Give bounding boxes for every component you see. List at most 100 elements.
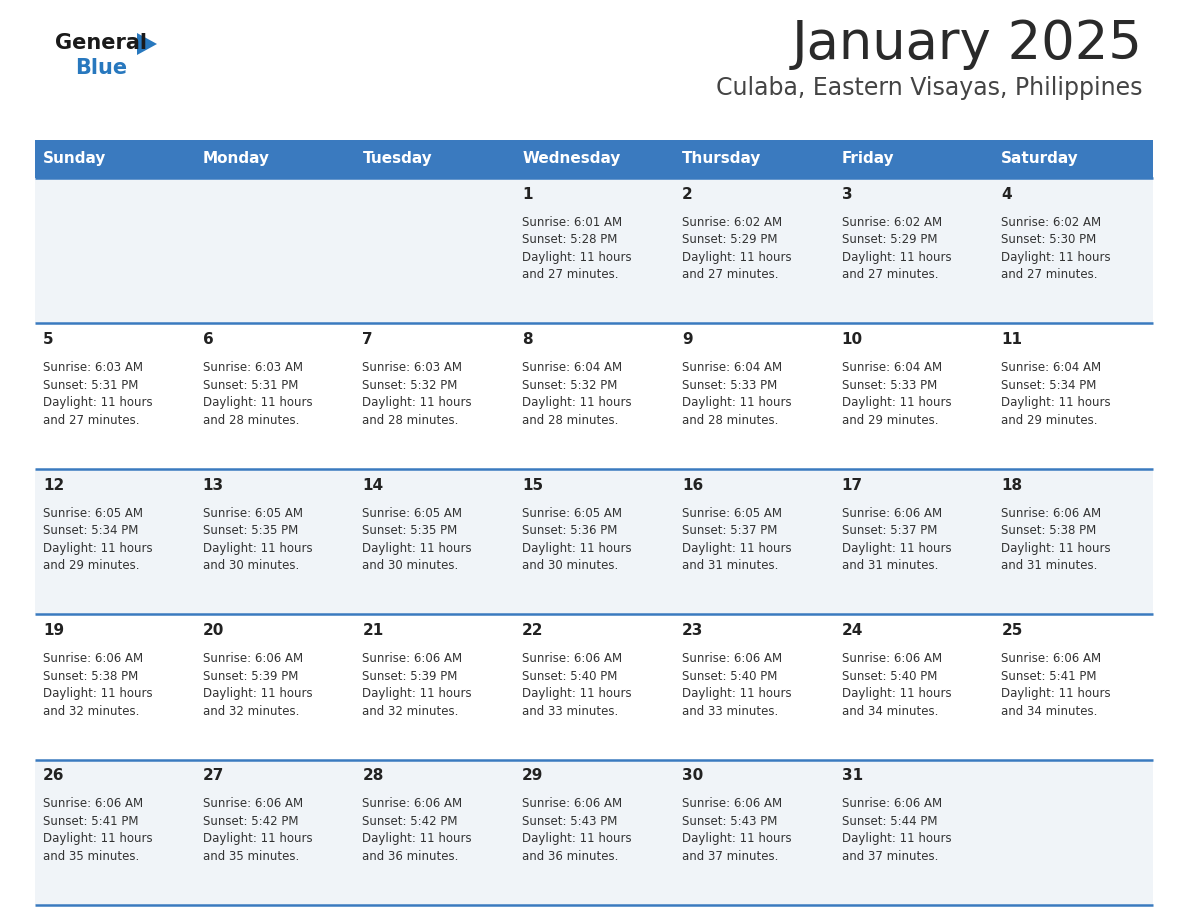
Text: 19: 19 bbox=[43, 623, 64, 638]
Text: Sunday: Sunday bbox=[43, 151, 107, 166]
Text: Sunrise: 6:01 AM
Sunset: 5:28 PM
Daylight: 11 hours
and 27 minutes.: Sunrise: 6:01 AM Sunset: 5:28 PM Dayligh… bbox=[523, 216, 632, 281]
Text: Sunrise: 6:03 AM
Sunset: 5:31 PM
Daylight: 11 hours
and 28 minutes.: Sunrise: 6:03 AM Sunset: 5:31 PM Dayligh… bbox=[203, 361, 312, 427]
Bar bbox=[674, 469, 834, 614]
Text: 2: 2 bbox=[682, 186, 693, 202]
Text: 24: 24 bbox=[841, 623, 862, 638]
Text: Sunrise: 6:06 AM
Sunset: 5:44 PM
Daylight: 11 hours
and 37 minutes.: Sunrise: 6:06 AM Sunset: 5:44 PM Dayligh… bbox=[841, 798, 952, 863]
Bar bbox=[674, 323, 834, 469]
Bar bbox=[674, 614, 834, 759]
Text: 8: 8 bbox=[523, 332, 532, 347]
Text: Sunrise: 6:04 AM
Sunset: 5:32 PM
Daylight: 11 hours
and 28 minutes.: Sunrise: 6:04 AM Sunset: 5:32 PM Dayligh… bbox=[523, 361, 632, 427]
Bar bbox=[674, 178, 834, 323]
Text: Sunrise: 6:04 AM
Sunset: 5:34 PM
Daylight: 11 hours
and 29 minutes.: Sunrise: 6:04 AM Sunset: 5:34 PM Dayligh… bbox=[1001, 361, 1111, 427]
Bar bbox=[354, 469, 514, 614]
Bar bbox=[993, 759, 1154, 905]
Text: General: General bbox=[55, 33, 147, 53]
Bar bbox=[514, 759, 674, 905]
Bar bbox=[195, 469, 354, 614]
Bar bbox=[34, 469, 195, 614]
Text: 15: 15 bbox=[523, 477, 543, 493]
Text: 30: 30 bbox=[682, 768, 703, 783]
Bar bbox=[354, 323, 514, 469]
Text: Sunrise: 6:06 AM
Sunset: 5:41 PM
Daylight: 11 hours
and 35 minutes.: Sunrise: 6:06 AM Sunset: 5:41 PM Dayligh… bbox=[43, 798, 152, 863]
Text: Sunrise: 6:04 AM
Sunset: 5:33 PM
Daylight: 11 hours
and 28 minutes.: Sunrise: 6:04 AM Sunset: 5:33 PM Dayligh… bbox=[682, 361, 791, 427]
Text: Sunrise: 6:06 AM
Sunset: 5:40 PM
Daylight: 11 hours
and 34 minutes.: Sunrise: 6:06 AM Sunset: 5:40 PM Dayligh… bbox=[841, 652, 952, 718]
Text: 16: 16 bbox=[682, 477, 703, 493]
Text: 18: 18 bbox=[1001, 477, 1023, 493]
Text: Sunrise: 6:05 AM
Sunset: 5:35 PM
Daylight: 11 hours
and 30 minutes.: Sunrise: 6:05 AM Sunset: 5:35 PM Dayligh… bbox=[203, 507, 312, 572]
Bar bbox=[514, 178, 674, 323]
Text: 12: 12 bbox=[43, 477, 64, 493]
Text: Sunrise: 6:06 AM
Sunset: 5:42 PM
Daylight: 11 hours
and 36 minutes.: Sunrise: 6:06 AM Sunset: 5:42 PM Dayligh… bbox=[362, 798, 472, 863]
Text: Sunrise: 6:02 AM
Sunset: 5:29 PM
Daylight: 11 hours
and 27 minutes.: Sunrise: 6:02 AM Sunset: 5:29 PM Dayligh… bbox=[841, 216, 952, 281]
Text: Sunrise: 6:06 AM
Sunset: 5:39 PM
Daylight: 11 hours
and 32 minutes.: Sunrise: 6:06 AM Sunset: 5:39 PM Dayligh… bbox=[362, 652, 472, 718]
Text: 27: 27 bbox=[203, 768, 225, 783]
Bar bbox=[834, 323, 993, 469]
Bar bbox=[195, 140, 354, 178]
Text: Sunrise: 6:06 AM
Sunset: 5:39 PM
Daylight: 11 hours
and 32 minutes.: Sunrise: 6:06 AM Sunset: 5:39 PM Dayligh… bbox=[203, 652, 312, 718]
Text: January 2025: January 2025 bbox=[792, 18, 1143, 70]
Bar bbox=[514, 140, 674, 178]
Bar bbox=[354, 759, 514, 905]
Text: 20: 20 bbox=[203, 623, 225, 638]
Text: Sunrise: 6:06 AM
Sunset: 5:43 PM
Daylight: 11 hours
and 36 minutes.: Sunrise: 6:06 AM Sunset: 5:43 PM Dayligh… bbox=[523, 798, 632, 863]
Text: Saturday: Saturday bbox=[1001, 151, 1079, 166]
Bar bbox=[993, 469, 1154, 614]
Bar bbox=[195, 614, 354, 759]
Bar bbox=[354, 614, 514, 759]
Text: Sunrise: 6:04 AM
Sunset: 5:33 PM
Daylight: 11 hours
and 29 minutes.: Sunrise: 6:04 AM Sunset: 5:33 PM Dayligh… bbox=[841, 361, 952, 427]
Text: Sunrise: 6:06 AM
Sunset: 5:38 PM
Daylight: 11 hours
and 32 minutes.: Sunrise: 6:06 AM Sunset: 5:38 PM Dayligh… bbox=[43, 652, 152, 718]
Text: Sunrise: 6:05 AM
Sunset: 5:35 PM
Daylight: 11 hours
and 30 minutes.: Sunrise: 6:05 AM Sunset: 5:35 PM Dayligh… bbox=[362, 507, 472, 572]
Text: 29: 29 bbox=[523, 768, 543, 783]
Text: Blue: Blue bbox=[75, 58, 127, 78]
Bar bbox=[514, 469, 674, 614]
Text: Sunrise: 6:05 AM
Sunset: 5:34 PM
Daylight: 11 hours
and 29 minutes.: Sunrise: 6:05 AM Sunset: 5:34 PM Dayligh… bbox=[43, 507, 152, 572]
Text: 5: 5 bbox=[43, 332, 53, 347]
Bar bbox=[834, 140, 993, 178]
Text: Sunrise: 6:06 AM
Sunset: 5:43 PM
Daylight: 11 hours
and 37 minutes.: Sunrise: 6:06 AM Sunset: 5:43 PM Dayligh… bbox=[682, 798, 791, 863]
Text: 4: 4 bbox=[1001, 186, 1012, 202]
Text: 23: 23 bbox=[682, 623, 703, 638]
Text: Sunrise: 6:02 AM
Sunset: 5:29 PM
Daylight: 11 hours
and 27 minutes.: Sunrise: 6:02 AM Sunset: 5:29 PM Dayligh… bbox=[682, 216, 791, 281]
Bar bbox=[834, 469, 993, 614]
Text: 9: 9 bbox=[682, 332, 693, 347]
Bar bbox=[195, 759, 354, 905]
Bar bbox=[195, 323, 354, 469]
Bar bbox=[34, 614, 195, 759]
Text: 28: 28 bbox=[362, 768, 384, 783]
Bar bbox=[993, 178, 1154, 323]
Text: Sunrise: 6:06 AM
Sunset: 5:41 PM
Daylight: 11 hours
and 34 minutes.: Sunrise: 6:06 AM Sunset: 5:41 PM Dayligh… bbox=[1001, 652, 1111, 718]
Bar bbox=[195, 178, 354, 323]
Bar bbox=[834, 178, 993, 323]
Text: Sunrise: 6:05 AM
Sunset: 5:37 PM
Daylight: 11 hours
and 31 minutes.: Sunrise: 6:05 AM Sunset: 5:37 PM Dayligh… bbox=[682, 507, 791, 572]
Text: 21: 21 bbox=[362, 623, 384, 638]
Text: Sunrise: 6:02 AM
Sunset: 5:30 PM
Daylight: 11 hours
and 27 minutes.: Sunrise: 6:02 AM Sunset: 5:30 PM Dayligh… bbox=[1001, 216, 1111, 281]
Text: 31: 31 bbox=[841, 768, 862, 783]
Bar bbox=[514, 323, 674, 469]
Bar bbox=[834, 759, 993, 905]
Bar bbox=[34, 178, 195, 323]
Text: Wednesday: Wednesday bbox=[523, 151, 620, 166]
Text: Monday: Monday bbox=[203, 151, 270, 166]
Text: 1: 1 bbox=[523, 186, 532, 202]
Text: Sunrise: 6:06 AM
Sunset: 5:40 PM
Daylight: 11 hours
and 33 minutes.: Sunrise: 6:06 AM Sunset: 5:40 PM Dayligh… bbox=[682, 652, 791, 718]
Text: 22: 22 bbox=[523, 623, 544, 638]
Text: Sunrise: 6:03 AM
Sunset: 5:32 PM
Daylight: 11 hours
and 28 minutes.: Sunrise: 6:03 AM Sunset: 5:32 PM Dayligh… bbox=[362, 361, 472, 427]
Text: 11: 11 bbox=[1001, 332, 1022, 347]
Text: Sunrise: 6:03 AM
Sunset: 5:31 PM
Daylight: 11 hours
and 27 minutes.: Sunrise: 6:03 AM Sunset: 5:31 PM Dayligh… bbox=[43, 361, 152, 427]
Text: Sunrise: 6:05 AM
Sunset: 5:36 PM
Daylight: 11 hours
and 30 minutes.: Sunrise: 6:05 AM Sunset: 5:36 PM Dayligh… bbox=[523, 507, 632, 572]
Text: Thursday: Thursday bbox=[682, 151, 762, 166]
Bar bbox=[674, 140, 834, 178]
Bar bbox=[354, 178, 514, 323]
Bar bbox=[993, 614, 1154, 759]
Text: Culaba, Eastern Visayas, Philippines: Culaba, Eastern Visayas, Philippines bbox=[716, 76, 1143, 100]
Bar bbox=[993, 140, 1154, 178]
Bar bbox=[514, 614, 674, 759]
Bar bbox=[834, 614, 993, 759]
Text: 3: 3 bbox=[841, 186, 852, 202]
Bar bbox=[354, 140, 514, 178]
Text: 6: 6 bbox=[203, 332, 214, 347]
Text: 10: 10 bbox=[841, 332, 862, 347]
Text: 7: 7 bbox=[362, 332, 373, 347]
Bar bbox=[34, 759, 195, 905]
